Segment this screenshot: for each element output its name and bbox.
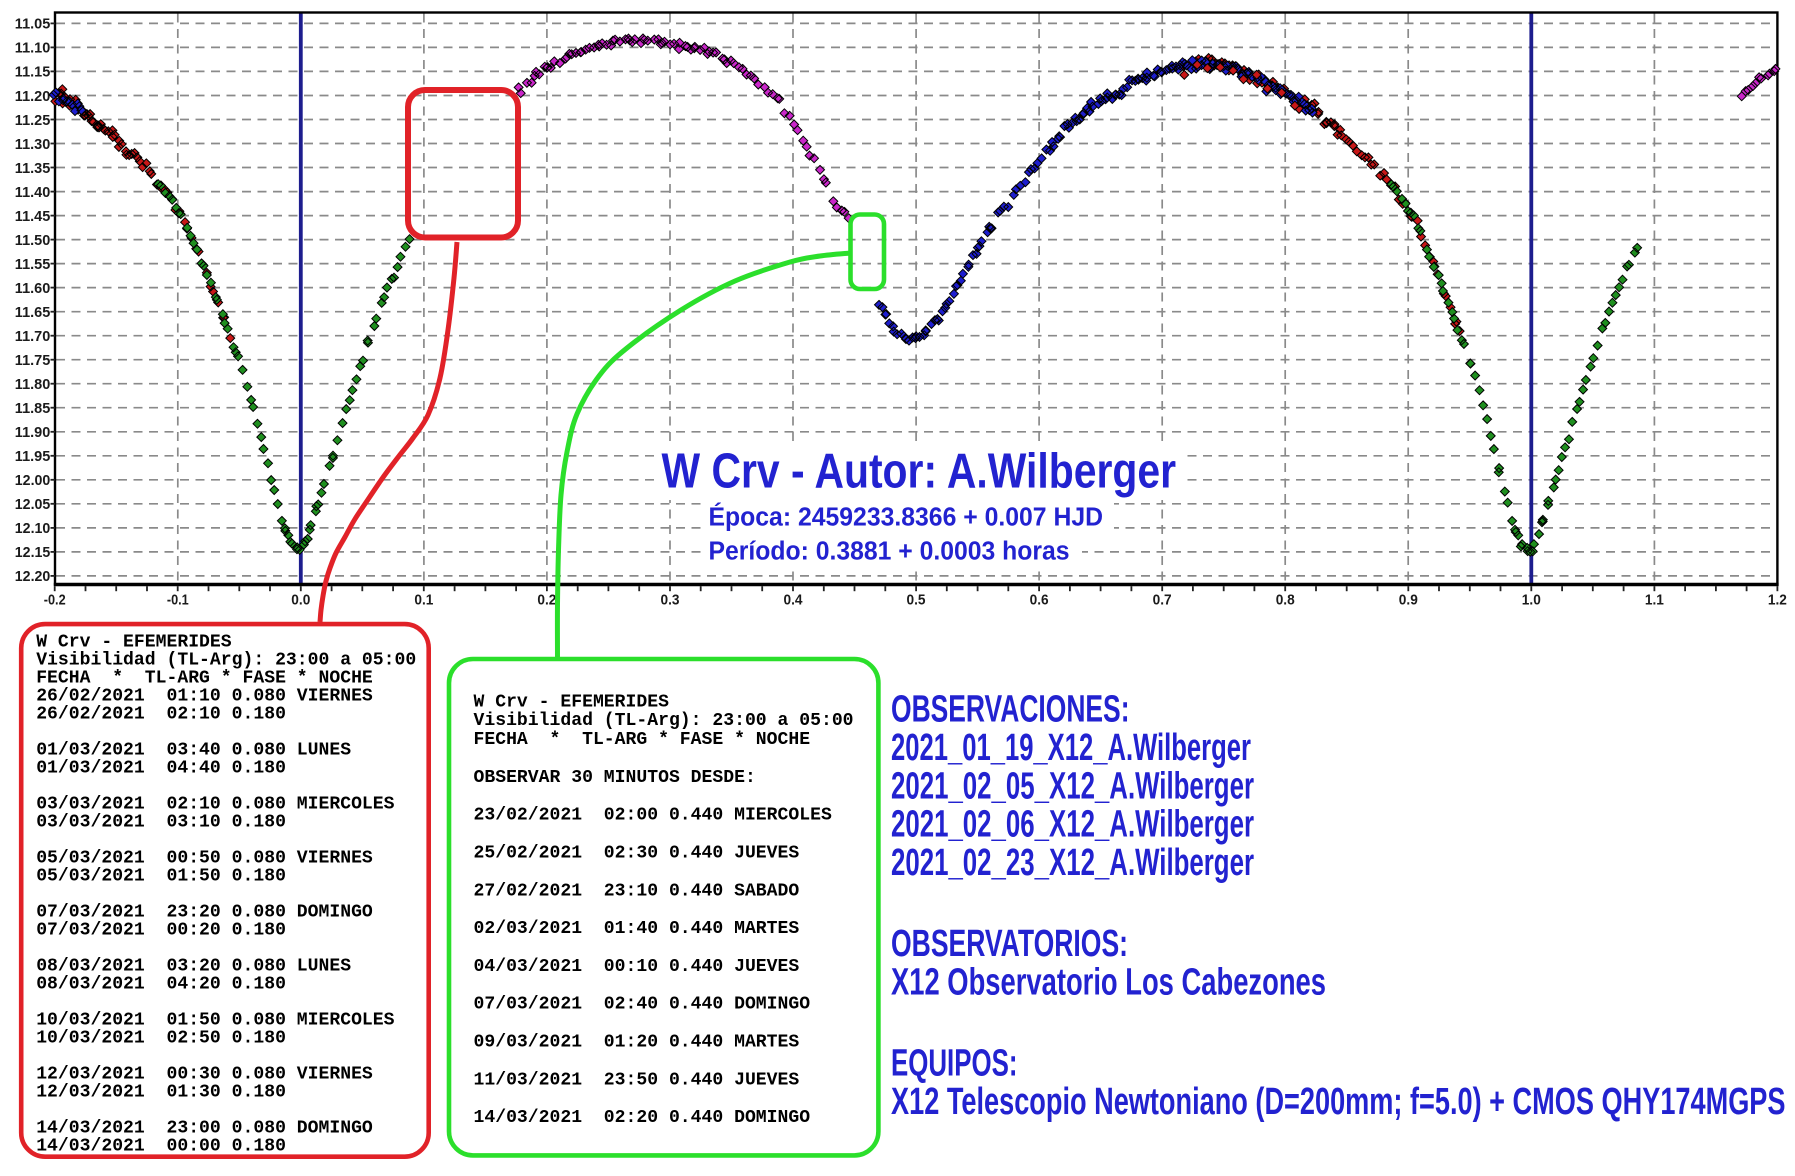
svg-text:01/03/2021 04:40 0.180: 01/03/2021 04:40 0.180 bbox=[36, 758, 286, 778]
svg-text:10/03/2021 02:50 0.180: 10/03/2021 02:50 0.180 bbox=[36, 1028, 286, 1048]
svg-text:03/03/2021 02:10 0.080 MIERCO: 03/03/2021 02:10 0.080 MIERCOLES bbox=[36, 794, 394, 814]
svg-text:11.20: 11.20 bbox=[15, 89, 51, 105]
svg-text:11.35: 11.35 bbox=[15, 161, 51, 177]
svg-text:Visibilidad (TL-Arg): 23:00 a: Visibilidad (TL-Arg): 23:00 a 05:00 bbox=[474, 711, 854, 731]
svg-text:05/03/2021 00:50 0.080 VIERNE: 05/03/2021 00:50 0.080 VIERNES bbox=[36, 848, 373, 868]
svg-text:01/03/2021 03:40 0.080 LUNES: 01/03/2021 03:40 0.080 LUNES bbox=[36, 740, 351, 760]
svg-text:X12 Telescopio Newtoniano (D=2: X12 Telescopio Newtoniano (D=200mm; f=5.… bbox=[891, 1081, 1786, 1123]
svg-text:2021_01_19_X12_A.Wilberger: 2021_01_19_X12_A.Wilberger bbox=[891, 727, 1251, 769]
svg-text:11.45: 11.45 bbox=[15, 209, 51, 225]
svg-text:Época: 2459233.8366 + 0.007 HJ: Época: 2459233.8366 + 0.007 HJD bbox=[709, 503, 1104, 532]
svg-text:W Crv - Autor: A.Wilberger: W Crv - Autor: A.Wilberger bbox=[662, 444, 1177, 499]
svg-text:11.60: 11.60 bbox=[15, 281, 51, 297]
svg-text:08/03/2021 03:20 0.080 LUNES: 08/03/2021 03:20 0.080 LUNES bbox=[36, 956, 351, 976]
svg-text:10/03/2021 01:50 0.080 MIERCO: 10/03/2021 01:50 0.080 MIERCOLES bbox=[36, 1010, 394, 1030]
svg-text:0.1: 0.1 bbox=[414, 593, 433, 609]
svg-text:11.90: 11.90 bbox=[15, 425, 51, 441]
svg-text:0.4: 0.4 bbox=[784, 593, 804, 609]
svg-text:07/03/2021 23:20 0.080 DOMING: 07/03/2021 23:20 0.080 DOMINGO bbox=[36, 902, 373, 922]
svg-text:12.05: 12.05 bbox=[15, 497, 51, 513]
svg-text:11.05: 11.05 bbox=[15, 17, 51, 33]
svg-text:12/03/2021 01:30 0.180: 12/03/2021 01:30 0.180 bbox=[36, 1082, 286, 1102]
svg-text:14/03/2021 00:00 0.180: 14/03/2021 00:00 0.180 bbox=[36, 1136, 286, 1156]
svg-text:07/03/2021 00:20 0.180: 07/03/2021 00:20 0.180 bbox=[36, 920, 286, 940]
svg-text:11.75: 11.75 bbox=[15, 353, 51, 369]
svg-text:08/03/2021 04:20 0.180: 08/03/2021 04:20 0.180 bbox=[36, 974, 286, 994]
svg-text:11.80: 11.80 bbox=[15, 377, 51, 393]
svg-text:12.20: 12.20 bbox=[15, 569, 51, 585]
svg-text:14/03/2021 02:20 0.440 DOMING: 14/03/2021 02:20 0.440 DOMINGO bbox=[474, 1108, 811, 1128]
svg-text:0.9: 0.9 bbox=[1399, 593, 1418, 609]
svg-text:12.00: 12.00 bbox=[15, 473, 51, 489]
svg-text:12.15: 12.15 bbox=[15, 545, 51, 561]
svg-text:Visibilidad (TL-Arg): 23:00 a: Visibilidad (TL-Arg): 23:00 a 05:00 bbox=[36, 650, 416, 670]
svg-text:12/03/2021 00:30 0.080 VIERNE: 12/03/2021 00:30 0.080 VIERNES bbox=[36, 1064, 373, 1084]
svg-text:0.5: 0.5 bbox=[907, 593, 926, 609]
svg-text:W Crv - EFEMERIDES: W Crv - EFEMERIDES bbox=[474, 692, 670, 712]
svg-text:FECHA * TL-ARG * FASE * NOCH: FECHA * TL-ARG * FASE * NOCHE bbox=[474, 730, 811, 750]
svg-text:2021_02_23_X12_A.Wilberger: 2021_02_23_X12_A.Wilberger bbox=[891, 842, 1254, 884]
svg-text:11.30: 11.30 bbox=[15, 137, 51, 153]
svg-text:09/03/2021 01:20 0.440 MARTES: 09/03/2021 01:20 0.440 MARTES bbox=[474, 1033, 800, 1053]
svg-text:0.2: 0.2 bbox=[537, 593, 556, 609]
svg-text:04/03/2021 00:10 0.440 JUEVES: 04/03/2021 00:10 0.440 JUEVES bbox=[474, 957, 800, 977]
svg-text:11/03/2021 23:50 0.440 JUEVES: 11/03/2021 23:50 0.440 JUEVES bbox=[474, 1070, 800, 1090]
svg-text:11.95: 11.95 bbox=[15, 449, 51, 465]
svg-text:0.3: 0.3 bbox=[661, 593, 680, 609]
svg-text:11.25: 11.25 bbox=[15, 113, 51, 129]
svg-text:0.6: 0.6 bbox=[1030, 593, 1049, 609]
svg-text:11.65: 11.65 bbox=[15, 305, 51, 321]
svg-text:14/03/2021 23:00 0.080 DOMING: 14/03/2021 23:00 0.080 DOMINGO bbox=[36, 1118, 373, 1138]
svg-text:OBSERVACIONES:: OBSERVACIONES: bbox=[891, 689, 1130, 731]
svg-text:26/02/2021 02:10 0.180: 26/02/2021 02:10 0.180 bbox=[36, 704, 286, 724]
svg-text:EQUIPOS:: EQUIPOS: bbox=[891, 1043, 1018, 1085]
svg-text:0.8: 0.8 bbox=[1276, 593, 1295, 609]
svg-text:OBSERVATORIOS:: OBSERVATORIOS: bbox=[891, 923, 1128, 965]
svg-text:02/03/2021 01:40 0.440 MARTES: 02/03/2021 01:40 0.440 MARTES bbox=[474, 919, 800, 939]
svg-text:Período: 0.3881 + 0.0003 horas: Período: 0.3881 + 0.0003 horas bbox=[709, 538, 1070, 566]
svg-text:26/02/2021 01:10 0.080 VIERNE: 26/02/2021 01:10 0.080 VIERNES bbox=[36, 686, 373, 706]
svg-text:27/02/2021 23:10 0.440 SABADO: 27/02/2021 23:10 0.440 SABADO bbox=[474, 881, 800, 901]
svg-text:11.10: 11.10 bbox=[15, 41, 51, 57]
svg-text:OBSERVAR 30 MINUTOS DESDE:: OBSERVAR 30 MINUTOS DESDE: bbox=[474, 768, 756, 788]
svg-text:0.0: 0.0 bbox=[291, 593, 310, 609]
svg-text:03/03/2021 03:10 0.180: 03/03/2021 03:10 0.180 bbox=[36, 812, 286, 832]
svg-text:11.15: 11.15 bbox=[15, 65, 51, 81]
svg-text:23/02/2021 02:00 0.440 MIERCO: 23/02/2021 02:00 0.440 MIERCOLES bbox=[474, 806, 832, 826]
svg-text:2021_02_06_X12_A.Wilberger: 2021_02_06_X12_A.Wilberger bbox=[891, 804, 1254, 846]
svg-text:11.70: 11.70 bbox=[15, 329, 51, 345]
svg-text:-0.1: -0.1 bbox=[167, 593, 189, 609]
svg-text:07/03/2021 02:40 0.440 DOMING: 07/03/2021 02:40 0.440 DOMINGO bbox=[474, 995, 811, 1015]
svg-text:11.50: 11.50 bbox=[15, 233, 51, 249]
svg-text:11.55: 11.55 bbox=[15, 257, 51, 273]
svg-text:0.7: 0.7 bbox=[1153, 593, 1172, 609]
svg-text:25/02/2021 02:30 0.440 JUEVES: 25/02/2021 02:30 0.440 JUEVES bbox=[474, 844, 800, 864]
svg-text:1.1: 1.1 bbox=[1645, 593, 1664, 609]
svg-text:11.40: 11.40 bbox=[15, 185, 51, 201]
svg-text:W Crv - EFEMERIDES: W Crv - EFEMERIDES bbox=[36, 632, 232, 652]
svg-text:2021_02_05_X12_A.Wilberger: 2021_02_05_X12_A.Wilberger bbox=[891, 765, 1254, 807]
svg-text:FECHA * TL-ARG * FASE * NOCH: FECHA * TL-ARG * FASE * NOCHE bbox=[36, 668, 373, 688]
svg-text:X12 Observatorio Los Cabezones: X12 Observatorio Los Cabezones bbox=[891, 961, 1326, 1003]
svg-text:1.0: 1.0 bbox=[1522, 593, 1541, 609]
svg-text:1.2: 1.2 bbox=[1768, 593, 1787, 609]
svg-text:12.10: 12.10 bbox=[15, 521, 51, 537]
svg-text:11.85: 11.85 bbox=[15, 401, 51, 417]
svg-text:-0.2: -0.2 bbox=[44, 593, 66, 609]
svg-text:05/03/2021 01:50 0.180: 05/03/2021 01:50 0.180 bbox=[36, 866, 286, 886]
